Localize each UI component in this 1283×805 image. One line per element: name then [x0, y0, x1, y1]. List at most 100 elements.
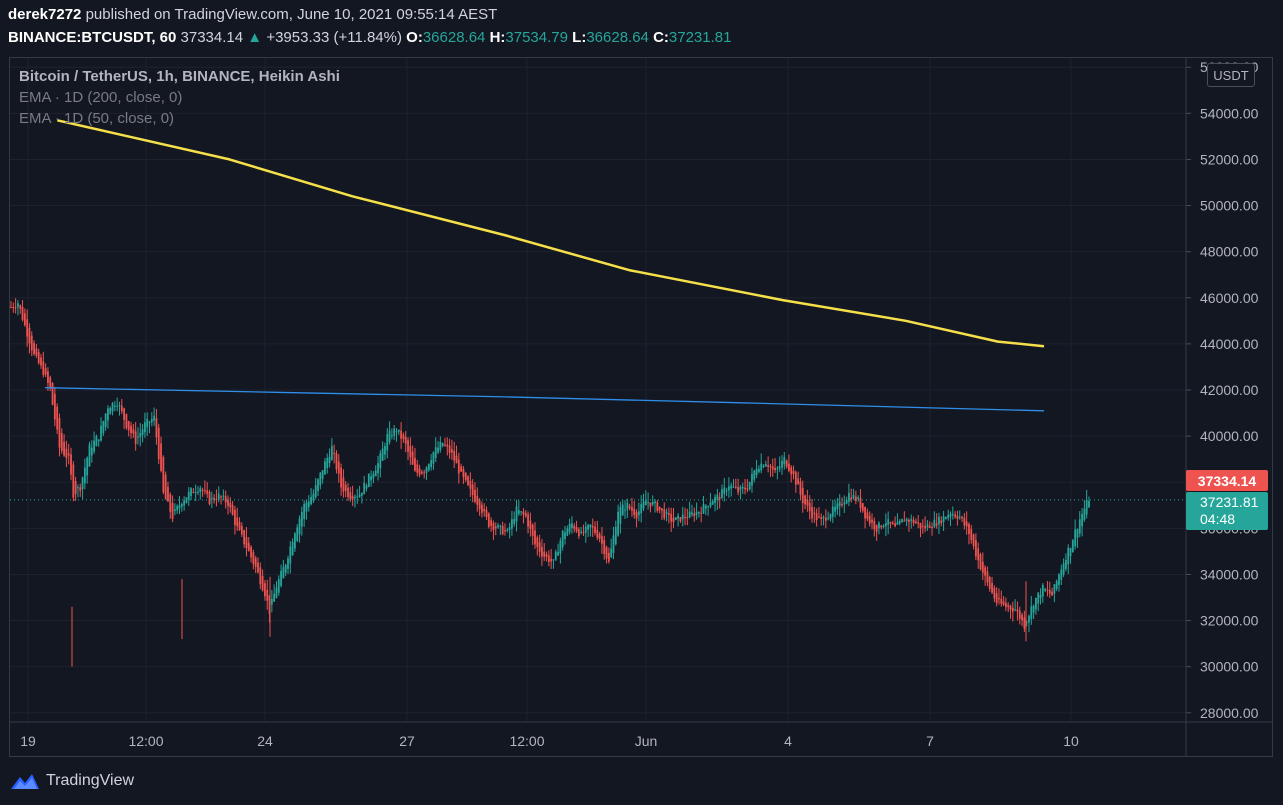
candle	[47, 367, 49, 391]
candle	[1007, 602, 1010, 613]
tradingview-logo[interactable]: TradingView	[10, 771, 134, 791]
legend-symbol[interactable]: Bitcoin / TetherUS, 1h, BINANCE, Heikin …	[19, 68, 340, 85]
candle-body	[1085, 500, 1088, 515]
candle-body	[176, 506, 179, 511]
candle-body	[871, 519, 873, 523]
candle	[137, 427, 139, 445]
high-value: 37534.79	[505, 29, 568, 46]
candle	[367, 473, 370, 488]
candle-body	[734, 486, 737, 488]
candle-body	[686, 517, 689, 519]
candle-body	[210, 497, 213, 499]
candle-body	[829, 514, 832, 519]
close-price-tag: 37231.81 04:48	[1186, 492, 1268, 530]
y-tick-label: 42000.00	[1200, 382, 1259, 398]
candle-body	[439, 442, 442, 451]
candle-body	[1081, 513, 1083, 527]
chart-frame[interactable]	[9, 57, 1273, 757]
candle-body	[120, 405, 123, 412]
candle	[656, 500, 659, 513]
candle-body	[921, 525, 924, 527]
published-text: published on TradingView.com, June 10, 2…	[85, 6, 498, 23]
candle-body	[384, 446, 386, 455]
candle	[310, 487, 312, 506]
legend-ema-50[interactable]: EMA · 1D (50, close, 0)	[19, 110, 175, 127]
currency-button[interactable]: USDT	[1207, 63, 1255, 87]
legend-ema-200[interactable]: EMA · 1D (200, close, 0)	[19, 89, 183, 106]
candle	[125, 413, 128, 430]
candle-body	[310, 496, 312, 505]
candle	[919, 522, 922, 538]
candle-body	[284, 564, 287, 573]
candle	[961, 515, 963, 523]
candle-body	[624, 509, 626, 511]
candle-body	[236, 517, 239, 527]
candle	[123, 407, 126, 430]
candle	[453, 441, 456, 469]
candle	[568, 518, 571, 535]
candle	[190, 487, 192, 501]
candle-body	[171, 503, 174, 519]
candle-body	[723, 487, 726, 494]
candle	[169, 492, 172, 519]
candle	[282, 559, 285, 579]
candle	[420, 469, 423, 475]
candle	[430, 454, 433, 471]
candle	[912, 516, 915, 527]
candle	[977, 542, 980, 569]
candle	[924, 516, 927, 533]
candle-body	[254, 558, 257, 567]
candle-body	[409, 446, 412, 458]
candle	[711, 499, 714, 505]
candle	[1069, 547, 1072, 564]
candle-body	[550, 558, 553, 562]
candle-body	[746, 488, 749, 490]
candle-body	[947, 514, 950, 519]
candle	[164, 471, 167, 500]
candle	[444, 437, 446, 447]
candle-body	[314, 485, 317, 498]
candle	[1014, 599, 1017, 612]
candle	[56, 403, 59, 435]
candle	[974, 533, 977, 561]
candle-body	[612, 535, 615, 553]
candle	[337, 454, 340, 483]
candle	[333, 444, 336, 464]
candle	[697, 511, 700, 518]
candle-body	[90, 447, 93, 456]
candle-body	[104, 413, 107, 428]
candle-body	[520, 511, 523, 513]
candle-body	[607, 552, 610, 562]
candle	[751, 467, 753, 493]
candle-body	[492, 522, 495, 531]
x-tick-label: 12:00	[128, 733, 163, 749]
candle-body	[143, 422, 146, 433]
candle-body	[908, 520, 910, 523]
candle-body	[958, 516, 961, 518]
candle	[457, 452, 460, 484]
candle-body	[552, 559, 555, 561]
candle-body	[956, 515, 959, 519]
x-tick-label: 10	[1063, 733, 1079, 749]
candle	[688, 501, 691, 519]
candle-body	[577, 529, 580, 537]
candle	[409, 437, 412, 465]
candle-body	[1048, 589, 1051, 594]
candle	[1004, 597, 1007, 612]
candle-body	[910, 519, 913, 522]
candle	[522, 508, 525, 524]
candle-body	[351, 495, 354, 500]
candle	[427, 463, 430, 472]
candle-body	[891, 522, 894, 525]
candle	[1048, 581, 1051, 598]
candle-body	[541, 547, 543, 557]
candle	[171, 495, 174, 523]
candle	[921, 519, 924, 534]
candle-body	[215, 499, 218, 501]
candle-body	[370, 476, 373, 481]
candle-body	[213, 497, 216, 501]
candle	[476, 487, 479, 512]
candle	[116, 397, 119, 412]
candle	[545, 551, 548, 562]
